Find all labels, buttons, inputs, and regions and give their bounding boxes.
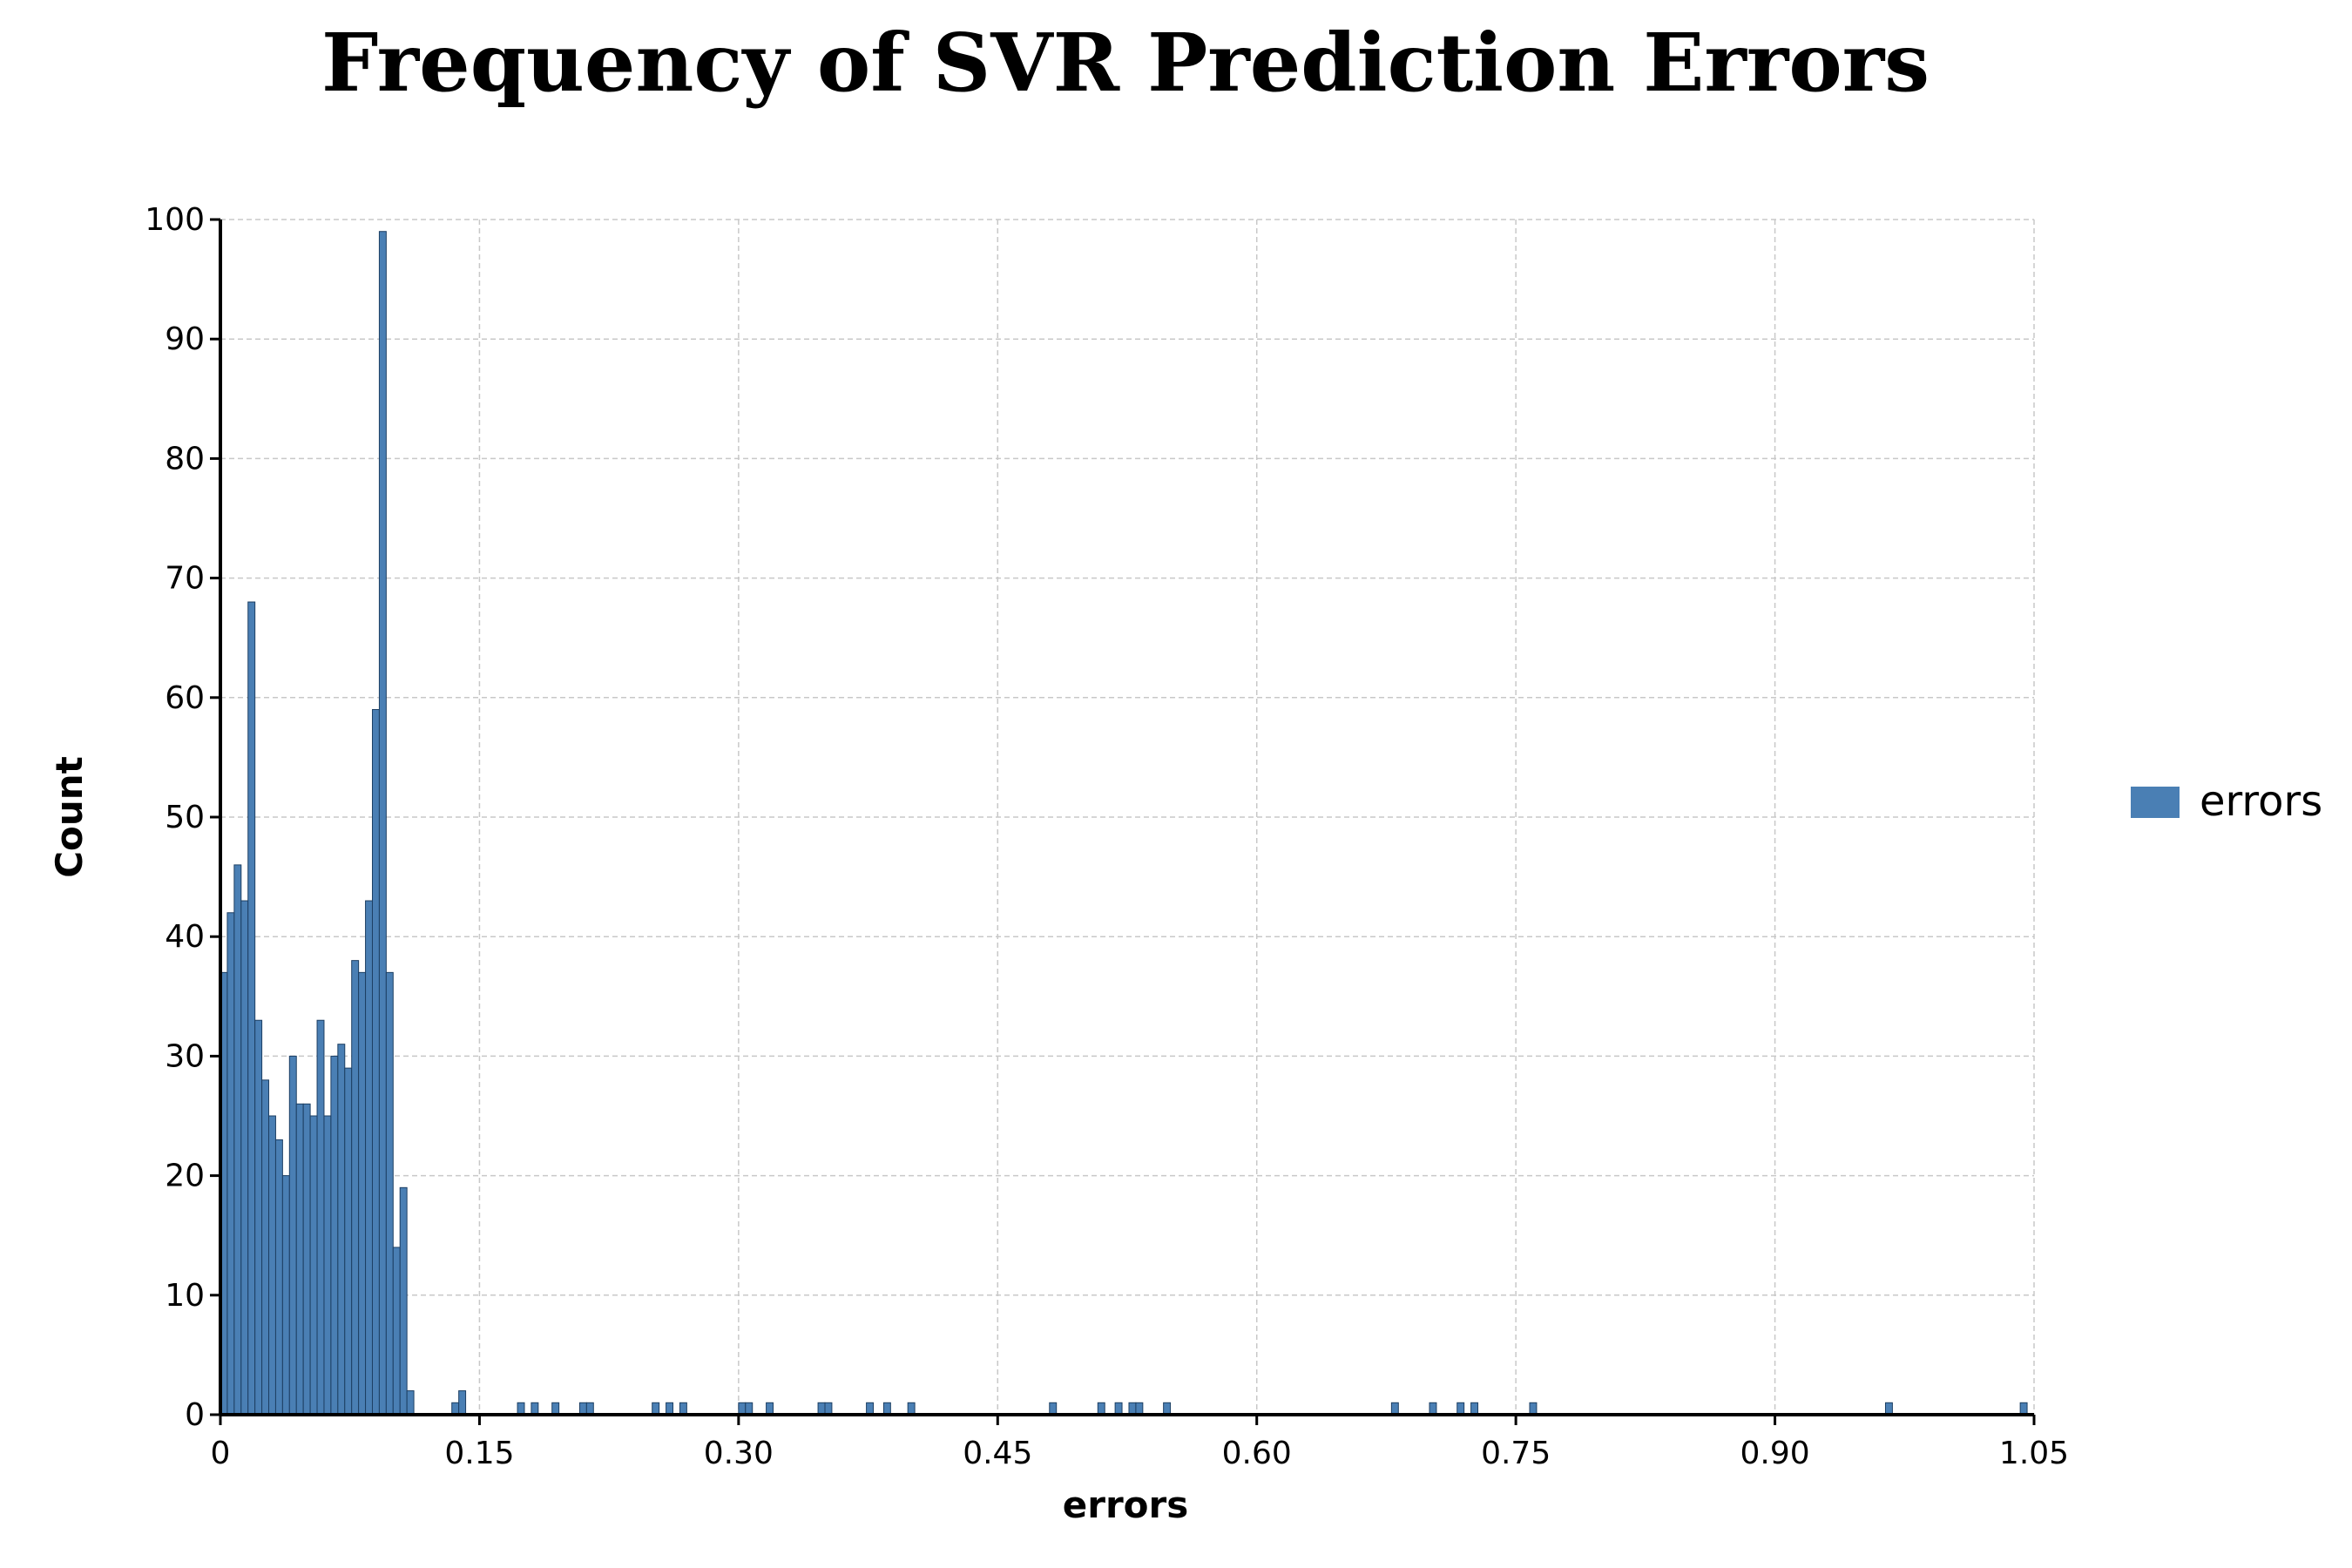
y-tick-labels: 0 10 20 30 40 50 60 70 80 90 100 (145, 202, 205, 1433)
x-tick-label: 1.05 (1999, 1436, 2069, 1471)
histogram-bar (866, 1402, 875, 1416)
histogram-bar (766, 1402, 774, 1416)
histogram-bar (268, 1115, 276, 1416)
y-tick-label: 40 (165, 919, 205, 955)
bars (220, 231, 2028, 1416)
y-tick-label: 100 (145, 202, 205, 238)
x-tick-label: 0.45 (963, 1436, 1032, 1471)
histogram-bar (392, 1247, 401, 1416)
histogram-bar (666, 1402, 674, 1416)
histogram-bar (1429, 1402, 1437, 1416)
histogram-bar (1049, 1402, 1058, 1416)
histogram-bar (1470, 1402, 1479, 1416)
y-tick-label: 10 (165, 1278, 205, 1314)
histogram-bar (378, 231, 387, 1416)
histogram-bar (226, 912, 235, 1416)
y-tick-label: 20 (165, 1159, 205, 1194)
histogram-bar (517, 1402, 525, 1416)
y-tick-label: 0 (185, 1397, 205, 1433)
histogram-bar (738, 1402, 747, 1416)
x-tick-label: 0 (211, 1436, 231, 1471)
chart-title: Frequency of SVR Prediction Errors (321, 16, 1930, 110)
histogram-bar (578, 1402, 587, 1416)
histogram-bar (309, 1115, 318, 1416)
histogram-bar (652, 1402, 660, 1416)
histogram-bar (254, 1019, 263, 1416)
histogram-bar (337, 1044, 346, 1416)
histogram-bar (330, 1055, 339, 1416)
histogram-bar (399, 1186, 408, 1416)
y-tick-label: 60 (165, 680, 205, 716)
histogram-bar (1135, 1402, 1144, 1416)
histogram-bar (385, 971, 394, 1416)
histogram-bar (882, 1402, 891, 1416)
y-tick-label: 70 (165, 561, 205, 597)
histogram-bar (240, 900, 249, 1416)
histogram-bar (247, 601, 256, 1416)
histogram-bar (679, 1402, 687, 1416)
x-tick-labels: 0 0.15 0.30 0.45 0.60 0.75 0.90 1.05 (211, 1436, 2070, 1471)
histogram-bar (451, 1402, 460, 1416)
legend-label-errors: errors (2200, 777, 2322, 826)
histogram-bar (907, 1402, 916, 1416)
y-axis-title: Count (48, 756, 91, 878)
histogram-bar (817, 1402, 826, 1416)
y-tick-label: 90 (165, 321, 205, 357)
y-tick-label: 30 (165, 1038, 205, 1074)
histogram-bar (1097, 1402, 1105, 1416)
histogram-bar (302, 1103, 311, 1416)
histogram-bar (274, 1139, 283, 1416)
histogram-bar (288, 1055, 297, 1416)
histogram-bar (2019, 1402, 2028, 1416)
histogram-bar (1884, 1402, 1893, 1416)
histogram-bar (371, 709, 380, 1416)
histogram-bar (295, 1103, 304, 1416)
x-tick-label: 0.60 (1222, 1436, 1292, 1471)
histogram-bar (458, 1390, 467, 1416)
histogram-bar (585, 1402, 594, 1416)
x-tick-label: 0.90 (1740, 1436, 1809, 1471)
legend: errors (2131, 777, 2322, 826)
histogram-bar (824, 1402, 833, 1416)
histogram-bar (1529, 1402, 1538, 1416)
x-tick-label: 0.30 (704, 1436, 774, 1471)
histogram-bar (406, 1390, 415, 1416)
legend-swatch-errors (2131, 787, 2180, 818)
histogram-bar (745, 1402, 754, 1416)
histogram-bar (365, 900, 373, 1416)
y-tick-label: 50 (165, 800, 205, 835)
histogram-bar (323, 1115, 332, 1416)
histogram-bar (1456, 1402, 1465, 1416)
histogram-bar (261, 1079, 270, 1416)
histogram-bar (1128, 1402, 1137, 1416)
histogram-bar (233, 864, 242, 1416)
histogram-bar (551, 1402, 560, 1416)
histogram-bar (531, 1402, 539, 1416)
x-tick-label: 0.75 (1481, 1436, 1551, 1471)
axes (210, 218, 2036, 1425)
x-tick-label: 0.15 (444, 1436, 514, 1471)
histogram-bar (351, 960, 360, 1416)
histogram-bar (316, 1019, 325, 1416)
y-tick-label: 80 (165, 441, 205, 476)
x-axis-title: errors (1063, 1484, 1188, 1526)
histogram-bar (281, 1175, 290, 1416)
histogram-bar (1390, 1402, 1399, 1416)
grid (220, 219, 2035, 1415)
histogram-bar (344, 1067, 353, 1416)
histogram-bar (358, 971, 367, 1416)
histogram-bar (1163, 1402, 1172, 1416)
histogram-bar (1114, 1402, 1123, 1416)
